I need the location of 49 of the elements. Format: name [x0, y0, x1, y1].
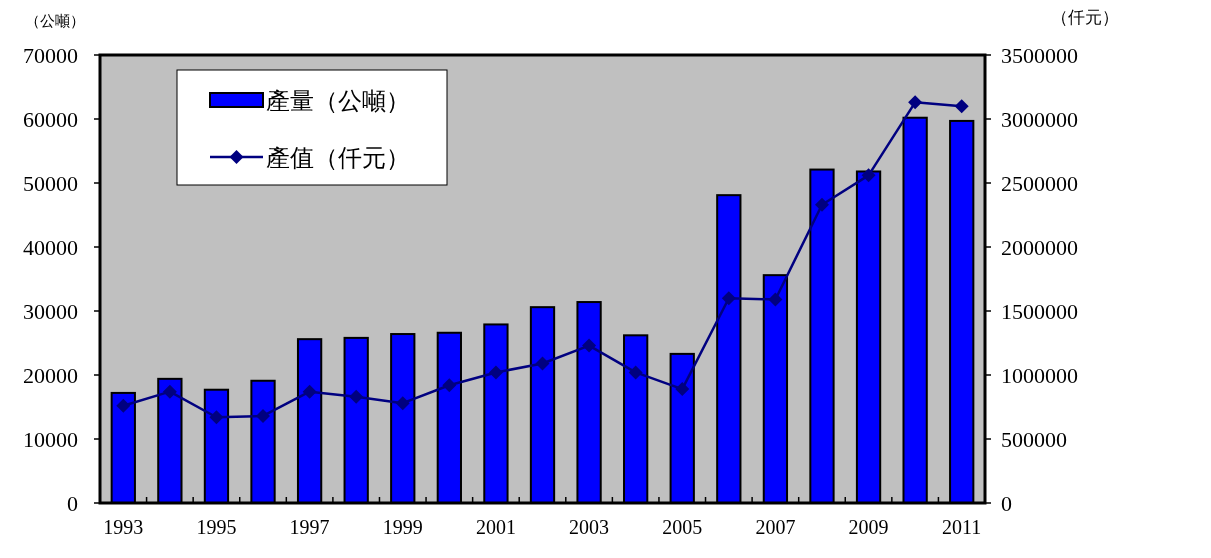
- x-tick-label: 2005: [662, 516, 703, 538]
- point: [908, 95, 923, 110]
- point: [395, 396, 410, 411]
- y-axis-title: （公噸）: [25, 13, 85, 29]
- x-tick-label: 1995: [196, 516, 237, 538]
- x-tick-label: 2001: [475, 516, 516, 538]
- legend-label: 產量（公噸）: [266, 88, 410, 114]
- point: [116, 398, 131, 413]
- y2-tick-label: 2500000: [1001, 171, 1078, 196]
- point: [162, 384, 177, 399]
- y-tick-label: 10000: [23, 427, 78, 452]
- x-tick-label: 2011: [942, 516, 982, 538]
- point: [349, 389, 364, 404]
- x-tick-label: 1993: [103, 516, 144, 538]
- y2-axis-title: （仟元）: [1051, 8, 1119, 27]
- point: [582, 338, 597, 353]
- y2-tick-label: 1000000: [1001, 363, 1078, 388]
- y2-tick-label: 3000000: [1001, 107, 1078, 132]
- point: [768, 292, 783, 307]
- point: [814, 197, 829, 212]
- y2-tick-label: 0: [1001, 491, 1012, 516]
- point: [442, 378, 457, 393]
- legend-label: 產值（仟元）: [266, 145, 410, 171]
- y2-tick-label: 1500000: [1001, 299, 1078, 324]
- point: [535, 356, 550, 371]
- y-tick-label: 40000: [23, 235, 78, 260]
- y2-tick-label: 2000000: [1001, 235, 1078, 260]
- y2-tick-label: 500000: [1001, 427, 1067, 452]
- x-tick-label: 2009: [848, 516, 889, 538]
- point: [721, 291, 736, 306]
- point: [488, 365, 503, 380]
- x-tick-label: 2003: [569, 516, 610, 538]
- y-tick-label: 20000: [23, 363, 78, 388]
- point: [209, 410, 224, 425]
- x-tick-label: 2007: [755, 516, 796, 538]
- x-tick-label: 1997: [289, 516, 330, 538]
- y-tick-label: 60000: [23, 107, 78, 132]
- y2-tick-label: 3500000: [1001, 43, 1078, 68]
- y-tick-label: 70000: [23, 43, 78, 68]
- point: [954, 99, 969, 114]
- y-tick-label: 0: [67, 491, 78, 516]
- x-tick-label: 1999: [382, 516, 423, 538]
- y-tick-label: 50000: [23, 171, 78, 196]
- point: [302, 384, 317, 399]
- point: [675, 382, 690, 397]
- point: [628, 365, 643, 380]
- y-tick-label: 30000: [23, 299, 78, 324]
- point: [256, 408, 271, 423]
- point: [861, 168, 876, 183]
